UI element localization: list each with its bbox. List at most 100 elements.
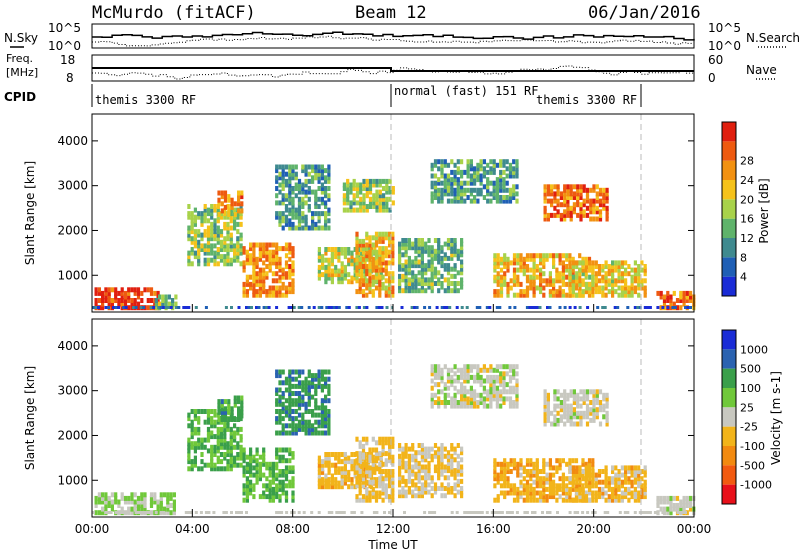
heatmap-cell — [352, 186, 356, 191]
heatmap-cell — [213, 218, 217, 224]
heatmap-cell — [453, 162, 457, 168]
heatmap-cell — [245, 289, 249, 295]
heatmap-cell — [384, 451, 388, 457]
heatmap-cell — [493, 256, 497, 262]
heatmap-cell — [556, 403, 560, 409]
heatmap-cell — [350, 477, 354, 483]
heatmap-cell — [345, 306, 349, 309]
heatmap-cell — [427, 471, 431, 477]
heatmap-cell — [334, 469, 338, 475]
heatmap-cell — [584, 465, 589, 471]
heatmap-cell — [349, 200, 353, 206]
heatmap-cell — [271, 490, 275, 496]
heatmap-cell — [532, 260, 536, 266]
heatmap-cell — [499, 392, 503, 398]
heatmap-cell — [352, 178, 356, 184]
heatmap-cell — [401, 460, 405, 466]
heatmap-cell — [545, 486, 549, 492]
heatmap-cell — [597, 494, 602, 500]
heatmap-cell — [532, 486, 536, 492]
heatmap-cell — [159, 306, 163, 309]
heatmap-cell — [365, 271, 369, 277]
heatmap-cell — [411, 277, 415, 283]
heatmap-cell — [535, 479, 539, 485]
heatmap-cell — [558, 486, 562, 492]
heatmap-cell — [614, 497, 618, 503]
heatmap-cell — [340, 247, 344, 252]
heatmap-cell — [630, 465, 634, 471]
freq-tick-bottom: 8 — [66, 71, 74, 85]
heatmap-cell — [304, 430, 308, 436]
heatmap-cell — [496, 461, 500, 467]
heatmap-cell — [360, 268, 364, 274]
heatmap-cell — [598, 209, 603, 215]
heatmap-cell — [502, 378, 506, 384]
heatmap-cell — [545, 461, 549, 467]
heatmap-cell — [417, 478, 421, 484]
heatmap-cell — [427, 489, 431, 495]
heatmap-cell — [384, 490, 388, 496]
heatmap-cell — [672, 503, 676, 508]
heatmap-cell — [104, 290, 108, 296]
heatmap-cell — [613, 306, 617, 309]
heatmap-cell — [482, 385, 486, 391]
heatmap-cell — [97, 495, 101, 501]
heatmap-cell — [317, 511, 321, 514]
nave-line — [92, 65, 695, 80]
heatmap-cell — [446, 288, 451, 294]
heatmap-cell — [411, 471, 415, 477]
heatmap-cell — [375, 182, 379, 188]
heatmap-cell — [532, 256, 536, 262]
heatmap-cell — [375, 511, 379, 514]
heatmap-cell — [258, 476, 262, 482]
heatmap-cell — [304, 426, 308, 432]
heatmap-cell — [374, 458, 379, 464]
heatmap-cell — [317, 380, 321, 386]
heatmap-cell — [159, 492, 163, 498]
heatmap-cell — [469, 166, 473, 172]
heatmap-cell — [446, 486, 451, 491]
heatmap-cell — [213, 452, 217, 457]
heatmap-cell — [275, 387, 279, 393]
heatmap-cell — [407, 270, 411, 276]
heatmap-cell — [630, 494, 634, 500]
heatmap-cell — [237, 190, 241, 196]
heatmap-cell — [229, 261, 233, 267]
heatmap-cell — [411, 489, 415, 495]
heatmap-cell — [291, 171, 295, 177]
heatmap-cell — [499, 184, 503, 190]
heatmap-cell — [307, 225, 311, 231]
heatmap-cell — [627, 292, 631, 298]
heatmap-cell — [579, 417, 583, 423]
heatmap-cell — [506, 483, 510, 489]
heatmap-cell — [284, 409, 289, 414]
heatmap-cell — [420, 486, 424, 491]
heatmap-cell — [505, 198, 509, 204]
heatmap-cell — [561, 472, 565, 478]
heatmap-cell — [206, 232, 211, 238]
heatmap-cell — [476, 162, 480, 168]
heatmap-cell — [659, 495, 663, 501]
heatmap-cell — [275, 246, 279, 252]
heatmap-cell — [563, 306, 567, 309]
heatmap-cell — [327, 412, 331, 418]
heatmap-cell — [242, 458, 246, 464]
heatmap-cell — [578, 476, 582, 482]
heatmap-cell — [223, 221, 227, 227]
heatmap-cell — [420, 245, 424, 251]
heatmap-cell — [291, 211, 295, 217]
heatmap-cell — [288, 387, 292, 393]
heatmap-cell — [210, 419, 214, 425]
heatmap-cell — [463, 403, 467, 409]
heatmap-cell — [194, 306, 198, 309]
heatmap-cell — [324, 419, 328, 425]
heatmap-cell — [505, 187, 509, 193]
heatmap-cell — [433, 464, 438, 470]
heatmap-cell — [499, 198, 503, 204]
heatmap-cell — [304, 214, 308, 220]
heatmap-cell — [556, 191, 560, 197]
heatmap-cell — [643, 306, 647, 309]
heatmap-cell — [236, 236, 240, 242]
heatmap-cell — [446, 464, 451, 470]
